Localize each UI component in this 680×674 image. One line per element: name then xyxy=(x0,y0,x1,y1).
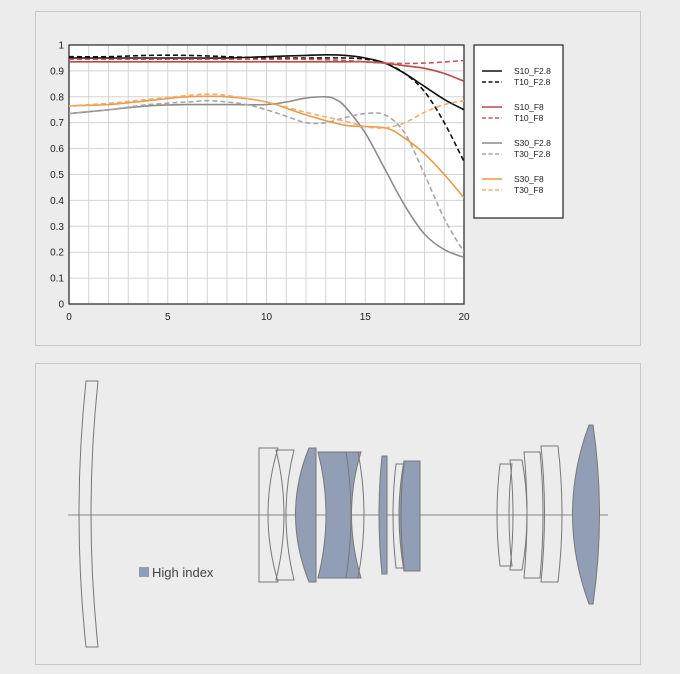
series-line-s30-f2-8 xyxy=(69,95,464,259)
legend-label: T10_F2.8 xyxy=(514,77,551,87)
lens-element-10 xyxy=(496,463,513,567)
series-line-t30-f2-8 xyxy=(69,99,464,253)
x-tick-label: 0 xyxy=(66,312,72,323)
lens-element-4-high-index xyxy=(295,447,317,583)
y-tick-label: 0.4 xyxy=(50,196,64,207)
y-tick-label: 1 xyxy=(58,41,64,52)
y-tick-label: 0.7 xyxy=(50,118,64,129)
mtf-chart: 00.10.20.30.40.50.60.70.80.910 5 10 15 20S10… xyxy=(50,41,564,323)
y-tick-label: 0.2 xyxy=(50,248,64,259)
legend-label: S30_F2.8 xyxy=(514,138,551,148)
y-tick-label: 0.1 xyxy=(50,274,64,285)
series-line-s10-f8 xyxy=(69,60,464,83)
lens-diagram-panel: High index xyxy=(35,363,641,665)
lens-element-11 xyxy=(509,459,528,571)
y-tick-label: 0.8 xyxy=(50,92,64,103)
series-line-s30-f8 xyxy=(69,95,464,199)
lens-element-8-high-index xyxy=(398,460,421,572)
x-tick-label: 15 xyxy=(360,312,372,323)
lens-element-6 xyxy=(345,451,365,579)
high-index-label: High index xyxy=(152,565,214,580)
lens-element-1 xyxy=(78,380,99,648)
legend-label: S10_F8 xyxy=(514,102,544,112)
legend-label: S10_F2.8 xyxy=(514,66,551,76)
plot-frame xyxy=(68,44,465,305)
legend-label: T30_F2.8 xyxy=(514,149,551,159)
x-tick-label: 5 xyxy=(165,312,171,323)
lens-element-2 xyxy=(258,447,279,583)
lens-element-7-high-index xyxy=(378,455,388,575)
legend-box xyxy=(473,44,564,219)
x-tick-label: 20 xyxy=(458,312,470,323)
legend-label: T10_F8 xyxy=(514,113,544,123)
lens-element-12 xyxy=(523,451,544,579)
series-line-t10-f2-8 xyxy=(69,54,464,162)
y-tick-label: 0.3 xyxy=(50,222,64,233)
y-tick-label: 0.9 xyxy=(50,66,64,77)
y-tick-label: 0.6 xyxy=(50,144,64,155)
y-tick-label: 0.5 xyxy=(50,170,64,181)
high-index-swatch xyxy=(139,567,149,577)
series-line-s10-f2-8 xyxy=(69,53,464,111)
lens-element-3 xyxy=(275,449,295,581)
lens-element-13 xyxy=(540,445,563,583)
legend-label: T30_F8 xyxy=(514,185,544,195)
lens-element-14-high-index xyxy=(572,424,600,605)
y-tick-label: 0 xyxy=(58,300,64,311)
lens-diagram: High index xyxy=(68,380,608,648)
series-line-t30-f8 xyxy=(69,93,464,129)
mtf-chart-panel: 0 0.1 0.2 0.3 0.4 0.5 0.6 0.7 0.8 0.9 1 0 5 10 15 20 S10… xyxy=(35,11,641,346)
legend-label: S30_F8 xyxy=(514,174,544,184)
series-line-t10-f8 xyxy=(69,58,464,65)
x-tick-label: 10 xyxy=(261,312,273,323)
lens-element-9 xyxy=(392,463,405,569)
